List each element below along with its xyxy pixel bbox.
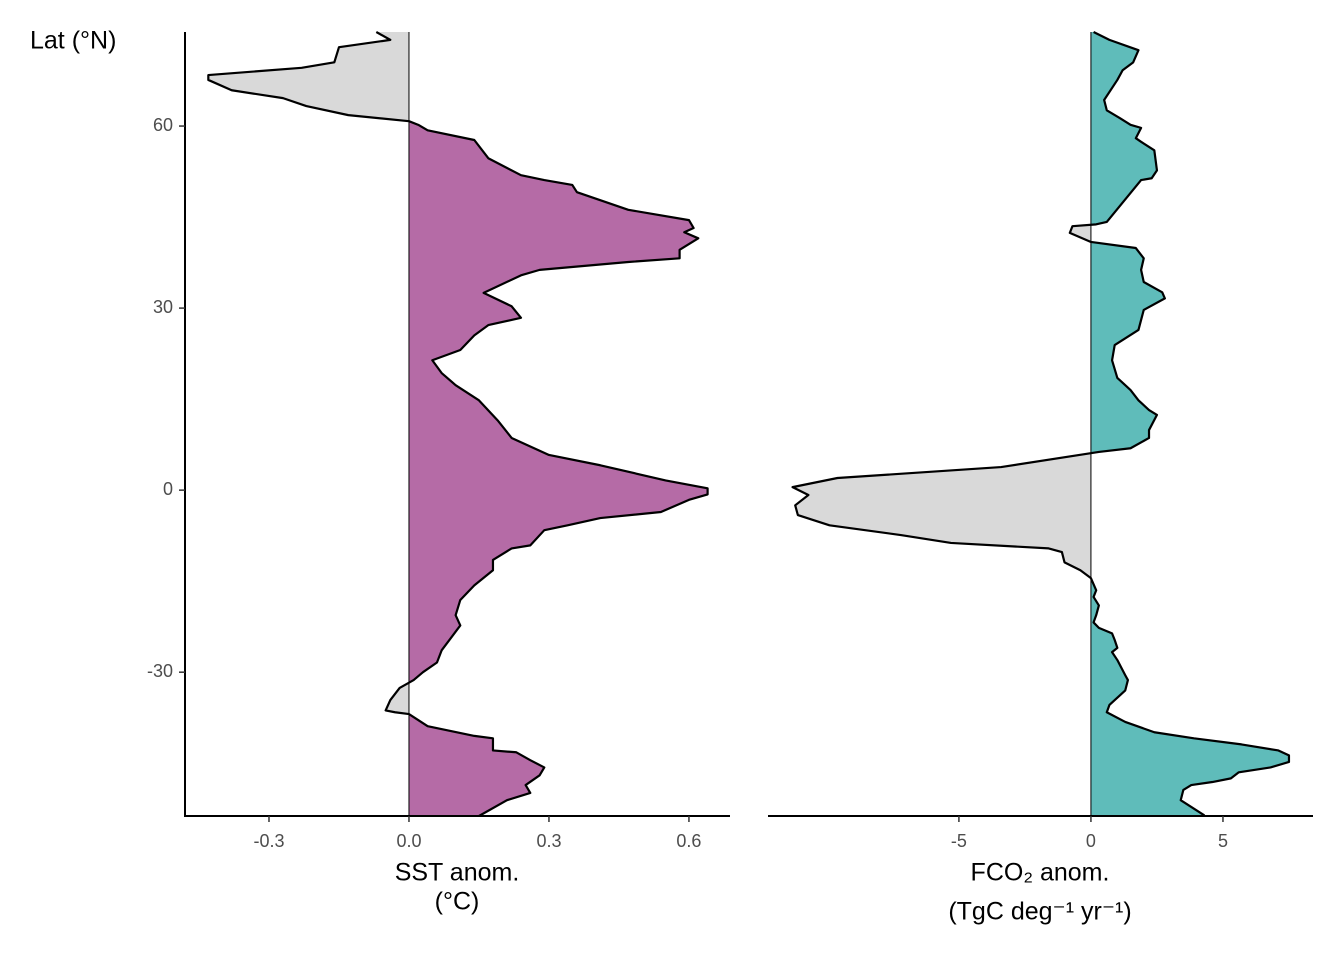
area-outline: [791, 31, 1291, 817]
area-outline: [207, 31, 709, 817]
x-axis-title: SST anom.: [395, 859, 520, 887]
area-fill: [408, 32, 708, 816]
x-axis-title: (TgC deg⁻¹ yr⁻¹): [948, 898, 1131, 926]
area-fill: [1090, 32, 1289, 816]
x-tick-label: -0.3: [253, 831, 284, 851]
x-axis-title: (°C): [435, 888, 480, 916]
y-tick-label: 60: [153, 115, 173, 135]
x-tick-label: 5: [1218, 831, 1228, 851]
area-fill: [208, 32, 409, 715]
y-axis-title: Lat (°N): [30, 27, 116, 55]
x-tick-label: 0.6: [676, 831, 701, 851]
y-tick-label: 0: [163, 479, 173, 499]
y-tick-label: -30: [147, 661, 173, 681]
x-tick-label: 0.3: [536, 831, 561, 851]
y-tick-label: 30: [153, 297, 173, 317]
x-tick-label: -5: [951, 831, 967, 851]
x-axis-title: FCO₂ anom.: [971, 859, 1110, 887]
area-fill: [792, 32, 1091, 816]
x-tick-label: 0: [1086, 831, 1096, 851]
x-tick-label: 0.0: [396, 831, 421, 851]
